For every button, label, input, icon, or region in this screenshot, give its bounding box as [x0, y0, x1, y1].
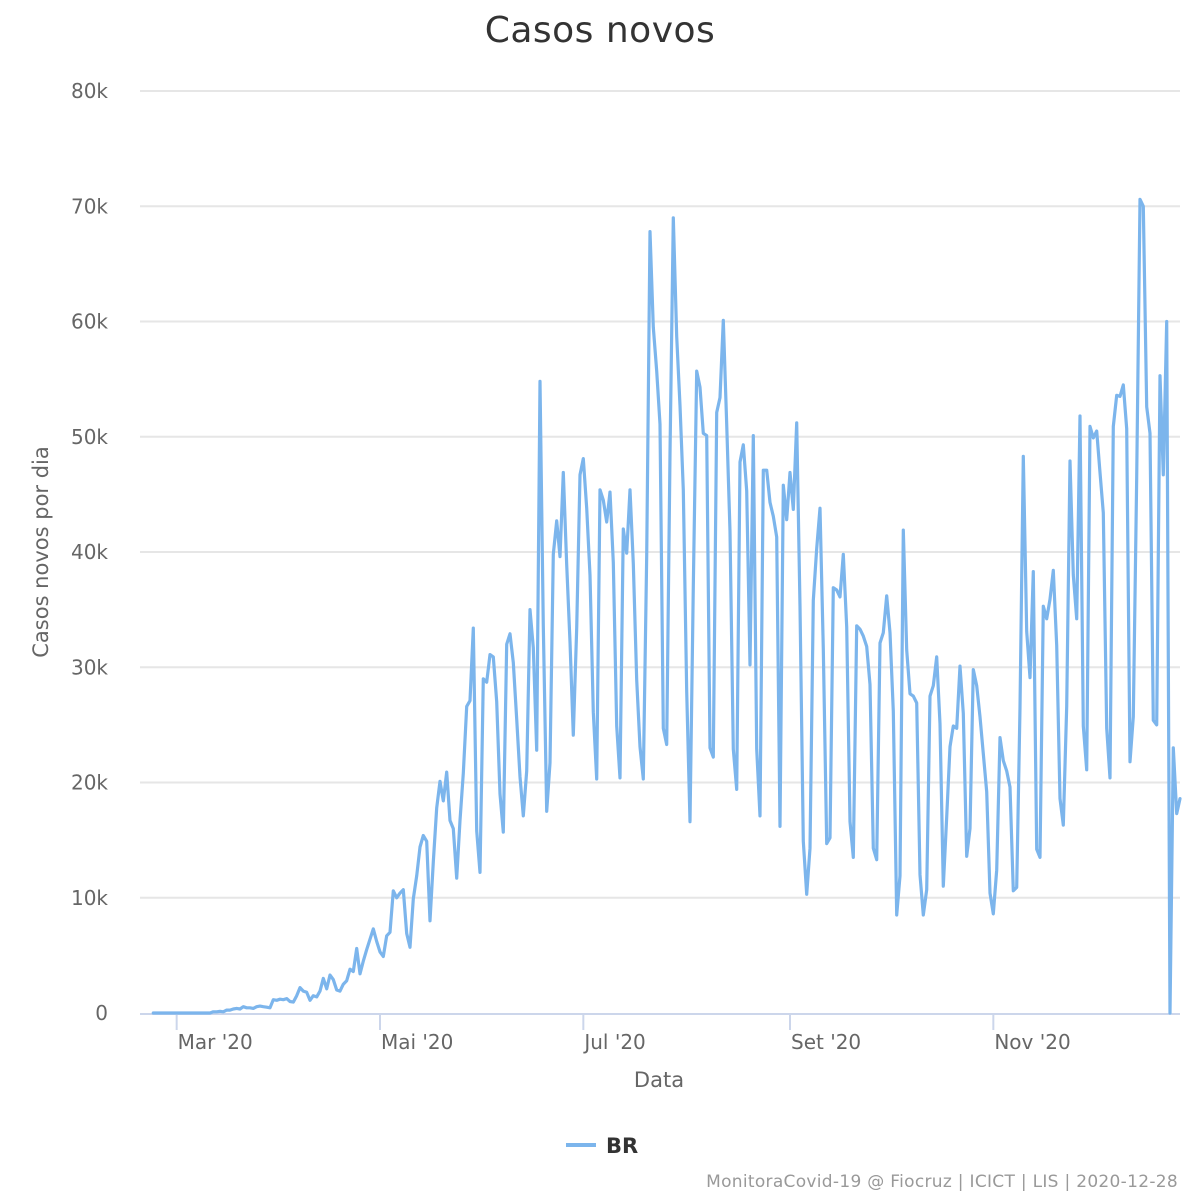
x-tick-label: Mai '20	[381, 1030, 453, 1054]
credits[interactable]: MonitoraCovid-19 @ Fiocruz | ICICT | LIS…	[706, 1172, 1178, 1192]
y-tick-label: 10k	[71, 886, 108, 910]
x-tick-label: Nov '20	[994, 1030, 1070, 1054]
x-axis-ticks: Mar '20 Mai '20 Jul '20 Set '20 Nov '20	[175, 1014, 1071, 1054]
grid-lines	[140, 90, 1180, 899]
y-tick-label: 30k	[71, 655, 108, 679]
x-tick-label: Mar '20	[178, 1030, 253, 1054]
x-axis-label: Data	[634, 1068, 684, 1092]
y-axis-ticks: 0 10k 20k 30k 40k 50k 60k 70k 80k	[71, 79, 108, 1025]
legend[interactable]: BR	[566, 1134, 638, 1158]
x-tick-label: Jul '20	[582, 1030, 645, 1054]
y-tick-label: 40k	[71, 540, 108, 564]
series-line-br[interactable]	[151, 197, 1182, 1015]
y-tick-label: 20k	[71, 771, 108, 795]
y-tick-label: 70k	[71, 194, 108, 218]
y-tick-label: 0	[95, 1001, 108, 1025]
y-tick-label: 60k	[71, 310, 108, 334]
y-axis-label: Casos novos por dia	[29, 446, 53, 658]
y-tick-label: 80k	[71, 79, 108, 103]
y-tick-label: 50k	[71, 425, 108, 449]
legend-label-br[interactable]: BR	[606, 1134, 638, 1158]
chart-title: Casos novos	[484, 10, 716, 51]
x-tick-label: Set '20	[791, 1030, 861, 1054]
